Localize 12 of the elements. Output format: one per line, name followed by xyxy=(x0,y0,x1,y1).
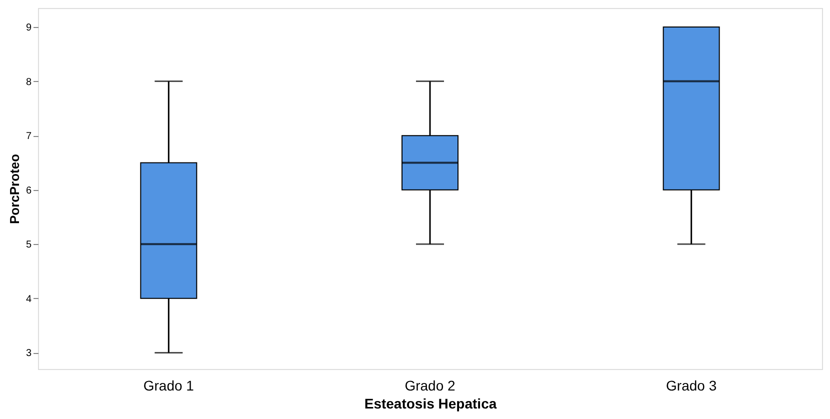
y-tick-label: 5 xyxy=(26,240,32,251)
y-tick-label: 9 xyxy=(26,22,32,34)
x-axis-title: Esteatosis Hepatica xyxy=(364,396,497,412)
x-tick-label: Grado 3 xyxy=(666,378,717,394)
x-tick-label: Grado 1 xyxy=(143,378,194,394)
y-tick-label: 6 xyxy=(26,185,32,196)
y-tick-label: 8 xyxy=(26,76,32,88)
y-tick-label: 4 xyxy=(26,294,32,305)
y-tick-label: 3 xyxy=(26,348,32,360)
y-tick-label: 7 xyxy=(26,131,32,142)
y-axis-title: PorcProteo xyxy=(6,154,22,224)
x-tick-label: Grado 2 xyxy=(404,378,456,394)
